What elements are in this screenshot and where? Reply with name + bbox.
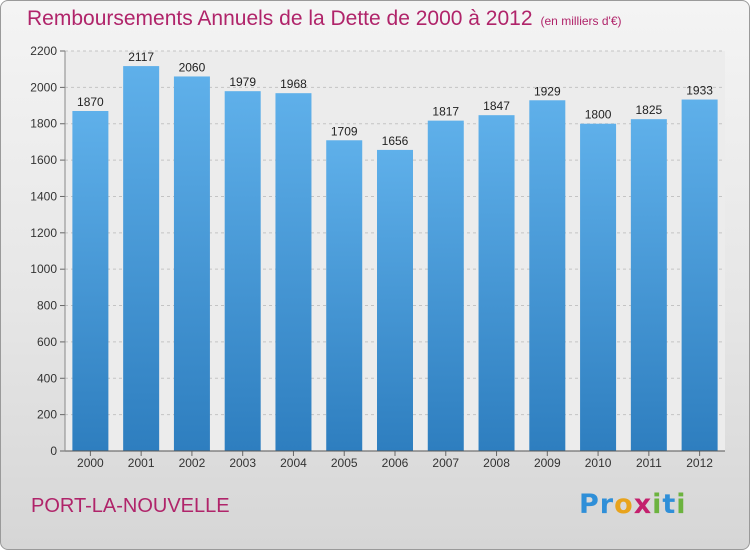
bar-value-label: 1979 xyxy=(229,75,256,89)
logo-letter: o xyxy=(614,489,634,520)
y-tick-label: 400 xyxy=(37,371,57,385)
x-tick-label: 2002 xyxy=(179,456,206,470)
bar xyxy=(580,123,617,452)
bar xyxy=(224,91,261,451)
chart-title: Remboursements Annuels de la Dette de 20… xyxy=(27,7,533,30)
x-tick-label: 2005 xyxy=(331,456,358,470)
y-tick-label: 2200 xyxy=(30,44,57,58)
x-tick-label: 2004 xyxy=(280,456,307,470)
x-tick-label: 2007 xyxy=(432,456,459,470)
x-tick-label: 2003 xyxy=(229,456,256,470)
logo-letter: i xyxy=(652,489,663,520)
x-tick-label: 2000 xyxy=(77,456,104,470)
bar xyxy=(529,100,566,451)
y-tick-label: 200 xyxy=(37,408,57,422)
bar-value-label: 1968 xyxy=(280,77,307,91)
logo-letter: P xyxy=(579,489,600,520)
x-tick-label: 2006 xyxy=(382,456,409,470)
logo-letter: r xyxy=(599,489,615,520)
y-axis-ticks: 0 200 400 600 800 1000 1200 1400 1600 1800 2000 220… xyxy=(30,44,65,458)
bar-value-label: 1800 xyxy=(585,108,612,122)
bars: 1870 2117 2060 1979 1968 1709 1656 1817 1847 1929… xyxy=(72,50,718,452)
x-tick-label: 2001 xyxy=(128,456,155,470)
bar-value-label: 1929 xyxy=(534,84,561,98)
y-tick-label: 0 xyxy=(50,444,57,458)
y-tick-label: 600 xyxy=(37,335,57,349)
bar xyxy=(427,120,464,452)
y-tick-label: 1200 xyxy=(30,226,57,240)
bar xyxy=(275,93,312,451)
bar-value-label: 1847 xyxy=(483,99,510,113)
x-axis-ticks: 2000 2001 2002 2003 2004 2005 2006 2007 2008 2009… xyxy=(77,451,713,470)
y-tick-label: 1600 xyxy=(30,153,57,167)
x-tick-label: 2011 xyxy=(636,456,662,470)
bar-value-label: 1933 xyxy=(686,84,713,98)
bar-value-label: 1709 xyxy=(331,124,358,138)
bar xyxy=(630,119,667,451)
bar xyxy=(123,66,160,451)
proxiti-logo[interactable]: Proxiti xyxy=(579,489,687,520)
bar-value-label: 1656 xyxy=(382,134,409,148)
bar xyxy=(478,115,515,451)
bar-value-label: 2060 xyxy=(179,60,206,74)
bar xyxy=(377,149,413,451)
y-tick-label: 1800 xyxy=(30,117,57,131)
bar xyxy=(173,76,210,452)
bar xyxy=(72,111,109,451)
x-tick-label: 2008 xyxy=(483,456,510,470)
chart-title-block: Remboursements Annuels de la Dette de 20… xyxy=(27,7,622,31)
bar xyxy=(681,99,718,451)
bar-value-label: 1825 xyxy=(635,103,662,117)
logo-letter: x xyxy=(633,489,653,520)
bar xyxy=(326,140,363,452)
x-tick-label: 2012 xyxy=(686,456,713,470)
bar-value-label: 1870 xyxy=(77,95,104,109)
y-tick-label: 1400 xyxy=(30,189,57,203)
x-tick-label: 2010 xyxy=(585,456,612,470)
x-tick-label: 2009 xyxy=(534,456,561,470)
commune-name: PORT-LA-NOUVELLE xyxy=(31,495,230,517)
logo-letter: t xyxy=(662,489,677,520)
bar-value-label: 1817 xyxy=(432,105,459,119)
y-tick-label: 2000 xyxy=(30,80,57,94)
chart-unit: (en milliers d'€) xyxy=(540,14,622,28)
y-tick-label: 800 xyxy=(37,299,57,313)
y-tick-label: 1000 xyxy=(30,262,57,276)
logo-letter: i xyxy=(676,489,687,520)
bar-value-label: 2117 xyxy=(128,50,154,64)
